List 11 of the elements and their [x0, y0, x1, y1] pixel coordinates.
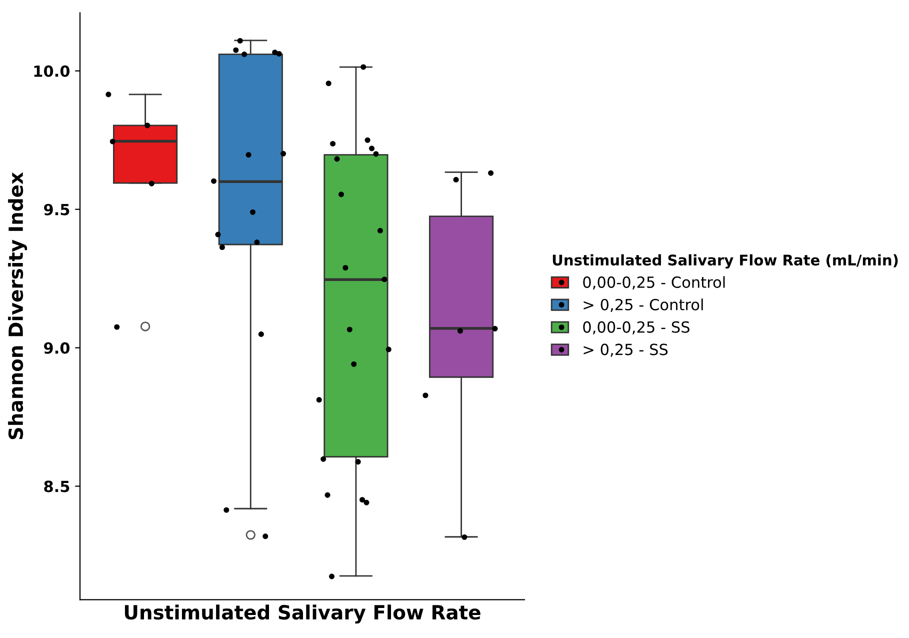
- y-tick-label: 9.5: [44, 204, 70, 216]
- y-tick-label: 9.0: [44, 342, 70, 354]
- legend-label: 0,00-0,25 - Control: [583, 276, 725, 290]
- y-axis-title: Shannon Diversity Index: [8, 172, 28, 440]
- legend-label: > 0,25 - Control: [584, 298, 703, 312]
- legend-title: Unstimulated Salivary Flow Rate (mL/min): [552, 254, 898, 269]
- y-tick-label: 8.5: [44, 480, 70, 492]
- legend-label: > 0,25 - SS: [584, 344, 668, 357]
- x-axis-title: Unstimulated Salivary Flow Rate: [124, 604, 480, 624]
- legend-label: 0,00-0,25 - SS: [583, 321, 690, 334]
- y-tick-label: 10.0: [34, 65, 70, 77]
